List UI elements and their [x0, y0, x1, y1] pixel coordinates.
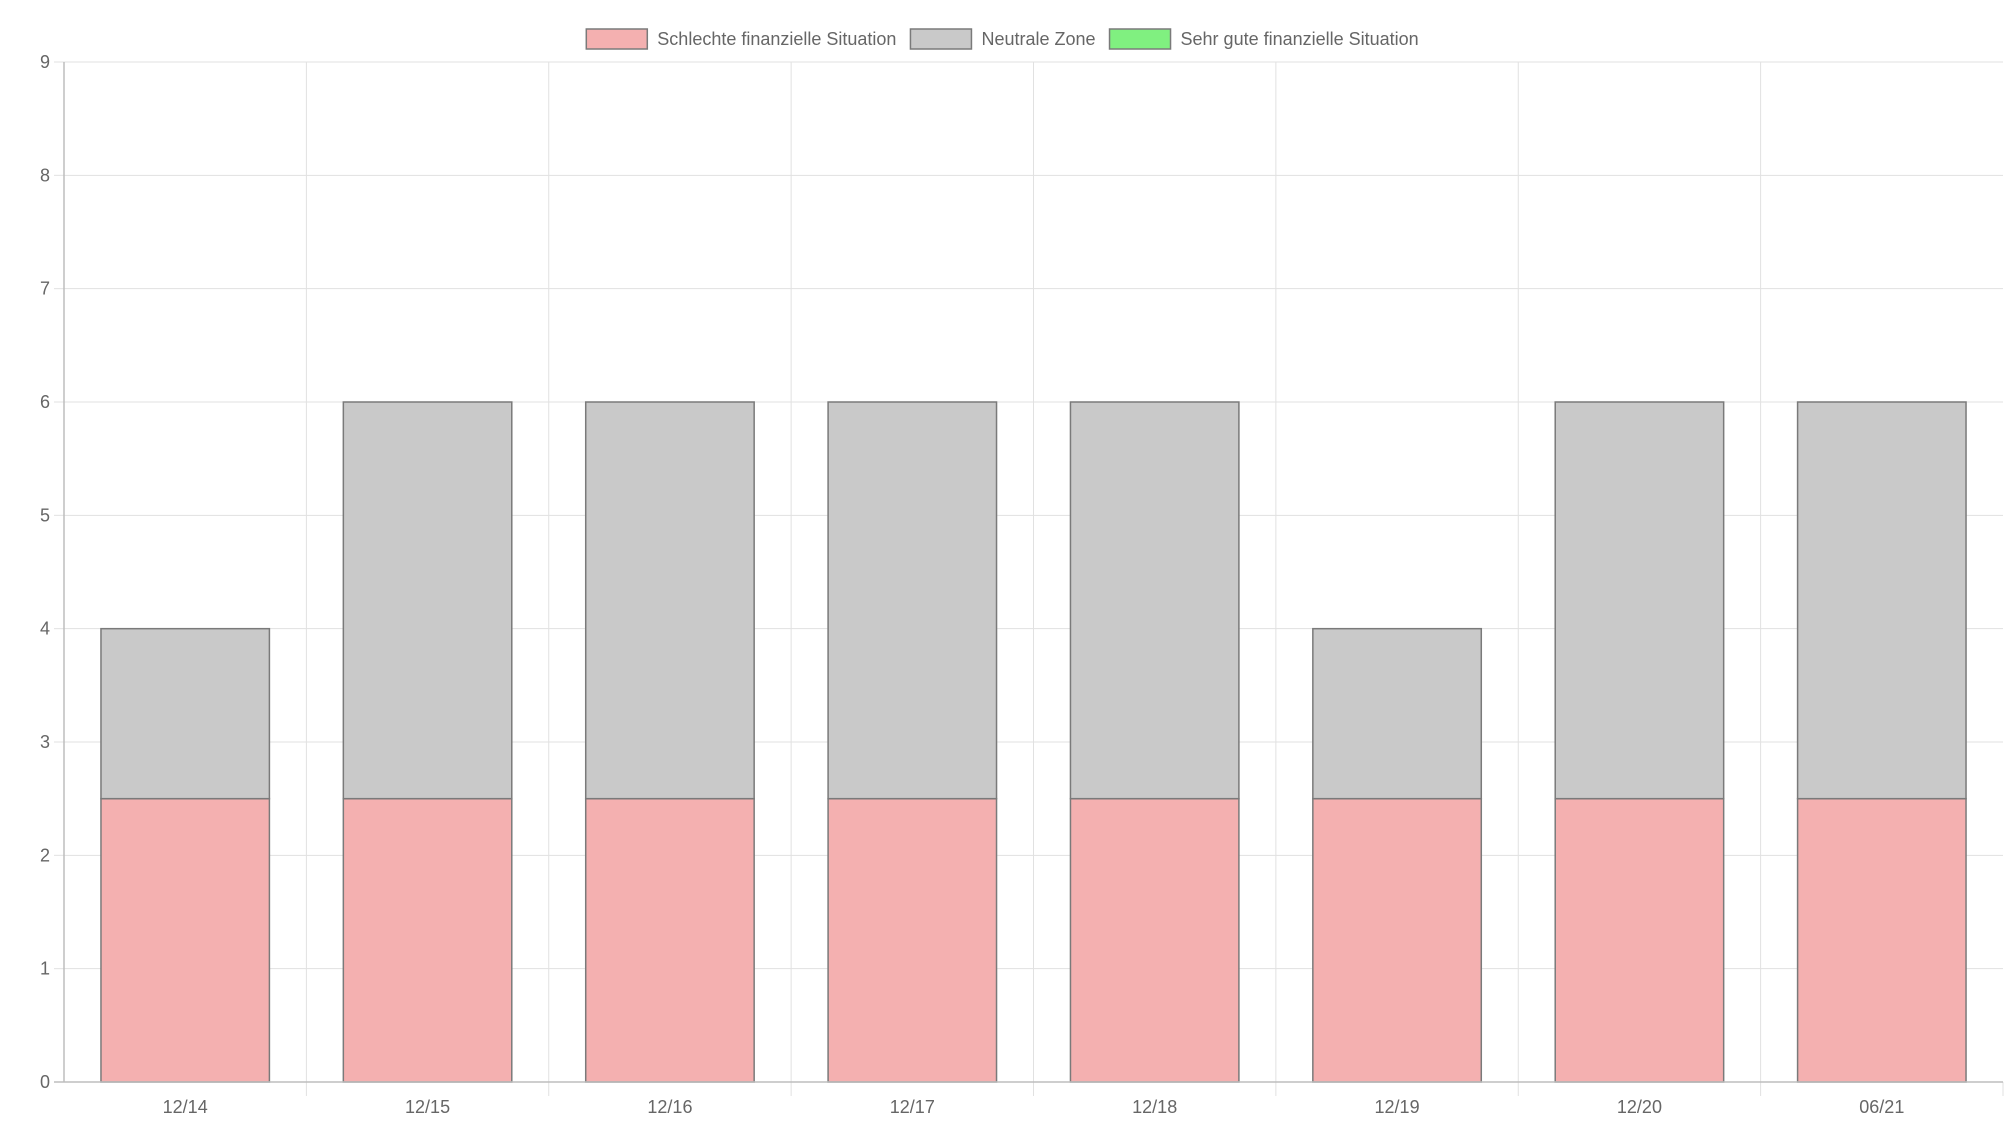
bar-segment-series-1-12-15[interactable] [342, 401, 513, 800]
y-tick-label: 5 [40, 505, 50, 525]
x-tick-label: 12/17 [890, 1097, 935, 1117]
bar-segment-series-0-12-17[interactable] [827, 797, 998, 1083]
x-tick-label: 12/19 [1375, 1097, 1420, 1117]
x-tick-label: 12/16 [647, 1097, 692, 1117]
legend-label: Neutrale Zone [981, 29, 1095, 49]
legend-swatch [909, 28, 973, 50]
bar-segment-series-1-12-17[interactable] [827, 401, 998, 800]
axes-layer: 0 1 2 3 4 5 6 7 8 9 12/14 12/15 12/16 12/17 12/18 12/19… [40, 52, 2003, 1117]
legend-item-2[interactable]: Sehr gute finanzielle Situation [1108, 28, 1419, 50]
bars-layer [100, 401, 1967, 1083]
legend-swatch [1108, 28, 1172, 50]
x-tick-label: 12/18 [1132, 1097, 1177, 1117]
y-tick-label: 2 [40, 845, 50, 865]
legend-item-0[interactable]: Schlechte finanzielle Situation [585, 28, 896, 50]
y-tick-label: 3 [40, 732, 50, 752]
bar-segment-series-0-12-14[interactable] [100, 797, 271, 1083]
bar-segment-series-0-12-15[interactable] [342, 797, 513, 1083]
bar-segment-series-0-12-16[interactable] [584, 797, 755, 1083]
legend[interactable]: Schlechte finanzielle Situation Neutrale … [585, 28, 1419, 50]
x-tick-label: 06/21 [1859, 1097, 1904, 1117]
y-tick-label: 8 [40, 165, 50, 185]
legend-label: Schlechte finanzielle Situation [657, 29, 896, 49]
legend-swatch [585, 28, 649, 50]
y-tick-label: 0 [40, 1072, 50, 1092]
legend-item-1[interactable]: Neutrale Zone [909, 28, 1096, 50]
bar-segment-series-1-12-19[interactable] [1312, 627, 1483, 800]
bar-segment-series-1-12-20[interactable] [1554, 401, 1725, 800]
bar-segment-series-1-12-16[interactable] [584, 401, 755, 800]
x-tick-label: 12/20 [1617, 1097, 1662, 1117]
y-tick-label: 9 [40, 52, 50, 72]
y-tick-label: 7 [40, 279, 50, 299]
x-tick-label: 12/15 [405, 1097, 450, 1117]
bar-segment-series-1-06-21[interactable] [1796, 401, 1967, 800]
y-tick-label: 1 [40, 959, 50, 979]
bar-segment-series-0-12-18[interactable] [1069, 797, 1240, 1083]
bar-segment-series-0-06-21[interactable] [1796, 797, 1967, 1083]
y-tick-label: 4 [40, 619, 50, 639]
bar-segment-series-1-12-14[interactable] [100, 627, 271, 800]
bar-segment-series-1-12-18[interactable] [1069, 401, 1240, 800]
bar-segment-series-0-12-19[interactable] [1312, 797, 1483, 1083]
legend-label: Sehr gute finanzielle Situation [1181, 29, 1419, 49]
bar-segment-series-0-12-20[interactable] [1554, 797, 1725, 1083]
x-tick-label: 12/14 [163, 1097, 208, 1117]
y-tick-label: 6 [40, 392, 50, 412]
